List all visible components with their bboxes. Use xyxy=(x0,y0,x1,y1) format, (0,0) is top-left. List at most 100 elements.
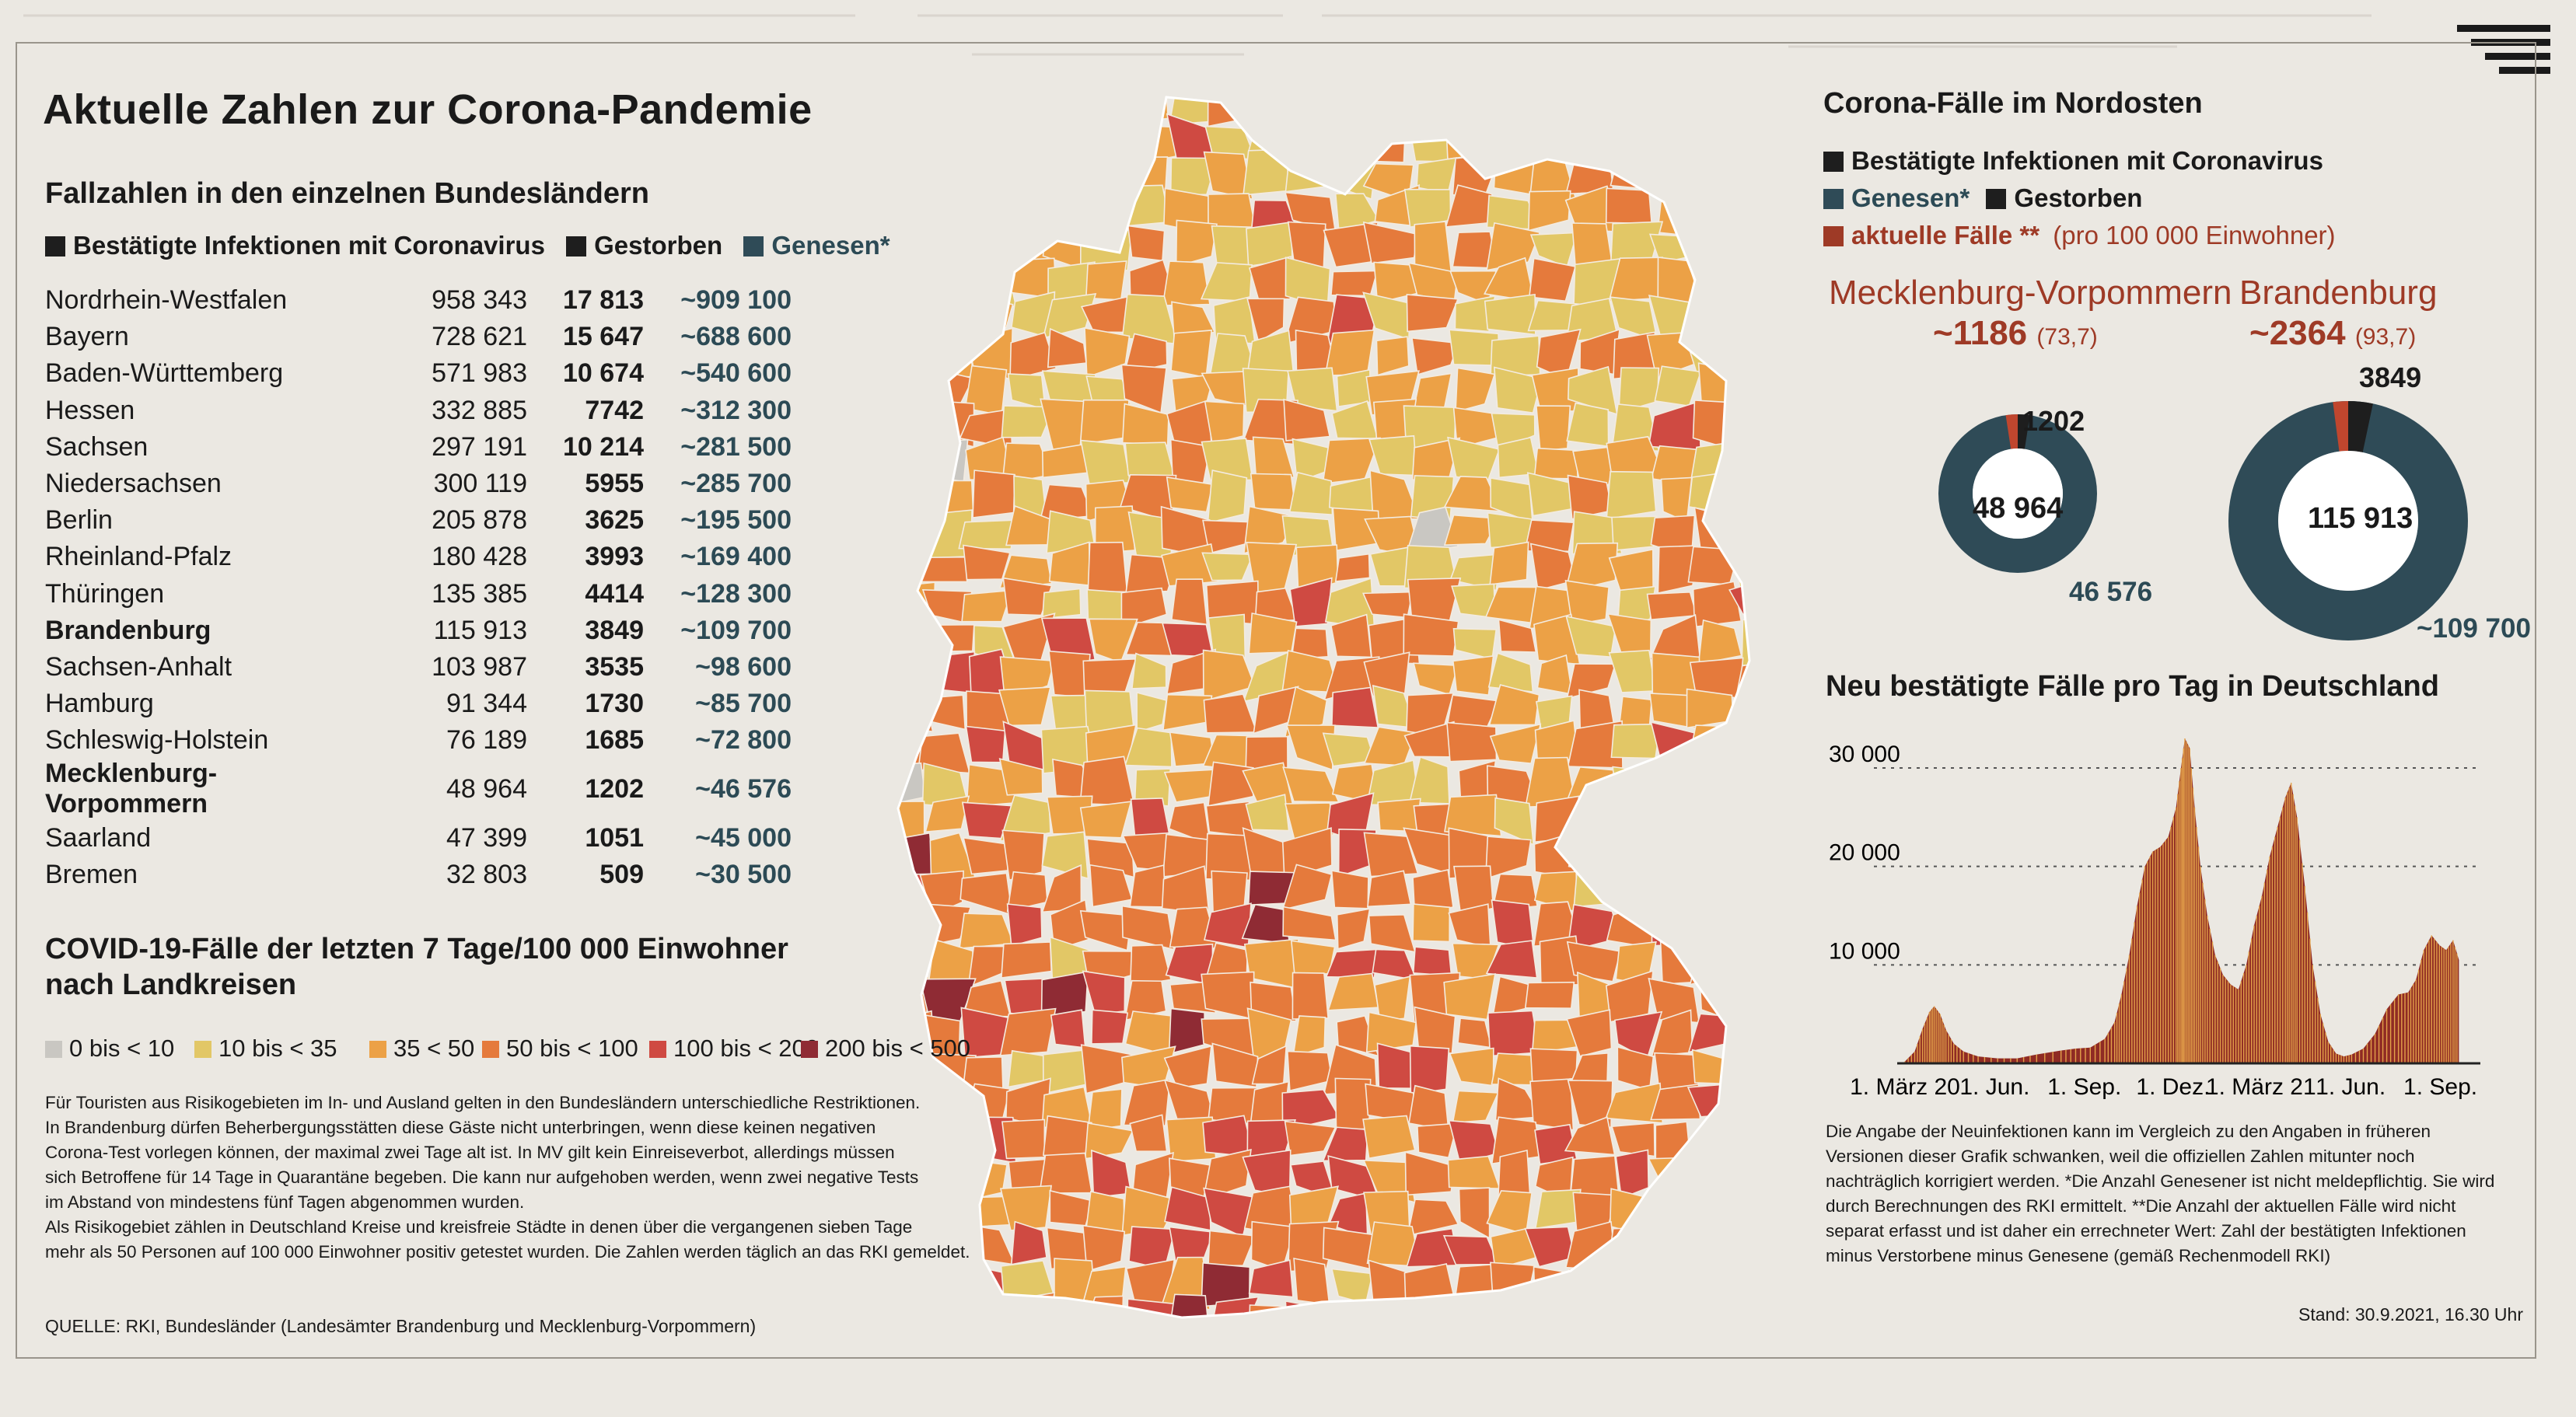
chart-x-tick-label: 1. Sep. xyxy=(2047,1074,2121,1100)
map-district xyxy=(1447,436,1501,483)
map-district xyxy=(1688,1305,1744,1318)
map-district xyxy=(998,113,1057,155)
map-district xyxy=(1448,903,1491,949)
legend-recovered: Genesen* xyxy=(771,231,890,260)
map-district xyxy=(898,188,926,234)
map-district xyxy=(1771,721,1817,766)
map-district xyxy=(1291,972,1330,1020)
map-district xyxy=(1737,506,1749,550)
map-district xyxy=(1733,1122,1749,1166)
map-district xyxy=(1698,230,1740,272)
bb-active: ~2364 xyxy=(2249,314,2346,352)
state-confirmed: 135 385 xyxy=(432,578,527,609)
map-district xyxy=(1123,1078,1171,1126)
map-legend-bin: 0 bis < 10 xyxy=(45,1035,174,1063)
map-district xyxy=(1170,330,1213,379)
map-district xyxy=(1207,761,1254,807)
state-row: Schleswig-Holstein 76 189 1685 ~72 800 xyxy=(45,722,792,759)
state-row: Sachsen 297 191 10 214 ~281 500 xyxy=(45,429,792,466)
map-district xyxy=(921,329,975,378)
map-district xyxy=(1699,124,1737,162)
map-district xyxy=(1697,619,1742,665)
map-district xyxy=(1735,1188,1749,1234)
map-district xyxy=(1647,864,1699,914)
map-district xyxy=(1086,97,1138,130)
map-district xyxy=(1689,949,1735,986)
map-district xyxy=(1363,832,1419,878)
map-district xyxy=(1047,327,1087,368)
map-district xyxy=(898,115,931,166)
map-district xyxy=(1781,976,1816,1016)
mv-per100k: (73,7) xyxy=(2036,324,2098,350)
mv-donut-deaths xyxy=(2018,414,2030,449)
map-district xyxy=(1605,1082,1664,1124)
map-notes: Für Touristen aus Risikogebieten im In- … xyxy=(45,1091,1009,1265)
bb-donut-confirmed: 115 913 xyxy=(2308,502,2413,535)
map-legend-bin: 35 < 50 xyxy=(369,1035,474,1063)
map-district xyxy=(1039,148,1096,195)
map-district xyxy=(1484,293,1536,336)
map-district xyxy=(1692,186,1735,235)
map-district xyxy=(1741,619,1749,666)
map-district xyxy=(1416,157,1457,194)
stand-timestamp: Stand: 30.9.2021, 16.30 Uhr xyxy=(2298,1304,2523,1325)
map-district xyxy=(1491,412,1536,452)
map-district xyxy=(928,119,966,166)
map-district xyxy=(1087,162,1137,195)
map-district xyxy=(1487,1300,1536,1318)
map-legend-swatch xyxy=(45,1041,62,1058)
map-district xyxy=(1652,1185,1696,1235)
map-district xyxy=(1001,97,1055,120)
mv-donut-recovered-label: 46 576 xyxy=(2069,577,2153,607)
map-district xyxy=(1770,544,1820,592)
map-district xyxy=(1809,334,1835,377)
state-row: Mecklenburg-Vorpommern 48 964 1202 ~46 576 xyxy=(45,759,792,819)
map-district xyxy=(1775,328,1822,370)
map-district xyxy=(1286,1050,1333,1092)
map-district xyxy=(1493,366,1543,414)
chart-series-bars xyxy=(1904,738,2458,1063)
map-district xyxy=(1246,298,1285,343)
map-district xyxy=(1648,400,1701,452)
map-district xyxy=(959,913,1015,950)
map-district xyxy=(1457,1017,1493,1049)
map-district xyxy=(1041,588,1082,620)
map-district xyxy=(1816,438,1835,477)
map-district xyxy=(1001,941,1052,979)
state-confirmed: 115 913 xyxy=(433,615,527,645)
map-district xyxy=(898,654,925,701)
right-notes: Die Angabe der Neuinfektionen kann im Ve… xyxy=(1826,1119,2525,1269)
map-district xyxy=(1009,331,1057,381)
map-district xyxy=(1692,581,1742,628)
nordosten-title: Corona-Fälle im Nordosten xyxy=(1823,87,2203,120)
map-district xyxy=(1491,97,1528,126)
map-district xyxy=(1730,1087,1749,1125)
map-district xyxy=(898,97,928,127)
map-district xyxy=(1250,981,1297,1022)
map-district xyxy=(1331,686,1379,728)
map-district xyxy=(1200,262,1253,302)
map-district xyxy=(1377,797,1421,832)
state-deaths: 17 813 xyxy=(563,285,644,316)
map-district xyxy=(1737,114,1749,162)
map-district xyxy=(1332,97,1365,118)
map-district xyxy=(1769,1293,1818,1336)
map-district xyxy=(1702,868,1737,915)
map-district xyxy=(898,291,936,344)
map-district xyxy=(1412,903,1451,943)
map-title-line2: nach Landkreisen xyxy=(45,969,297,1001)
map-legend-bin: 10 bis < 35 xyxy=(194,1035,337,1063)
note-line: im Abstand von mindestens fünf Tagen abg… xyxy=(45,1192,525,1212)
map-legend-label: 200 bis < 500 xyxy=(825,1035,971,1062)
ne-legend-per100k: (pro 100 000 Einwohner) xyxy=(2053,221,2336,250)
bb-donut-deaths xyxy=(2348,401,2373,452)
ne-swatch-recovered xyxy=(1823,189,1844,209)
map-district xyxy=(1043,97,1096,124)
map-district xyxy=(1248,255,1291,300)
map-district xyxy=(1691,763,1739,808)
map-district xyxy=(1497,436,1540,479)
map-district xyxy=(1729,1007,1749,1045)
map-district xyxy=(1534,795,1580,843)
map-district xyxy=(1368,435,1417,476)
map-district xyxy=(1366,870,1412,908)
